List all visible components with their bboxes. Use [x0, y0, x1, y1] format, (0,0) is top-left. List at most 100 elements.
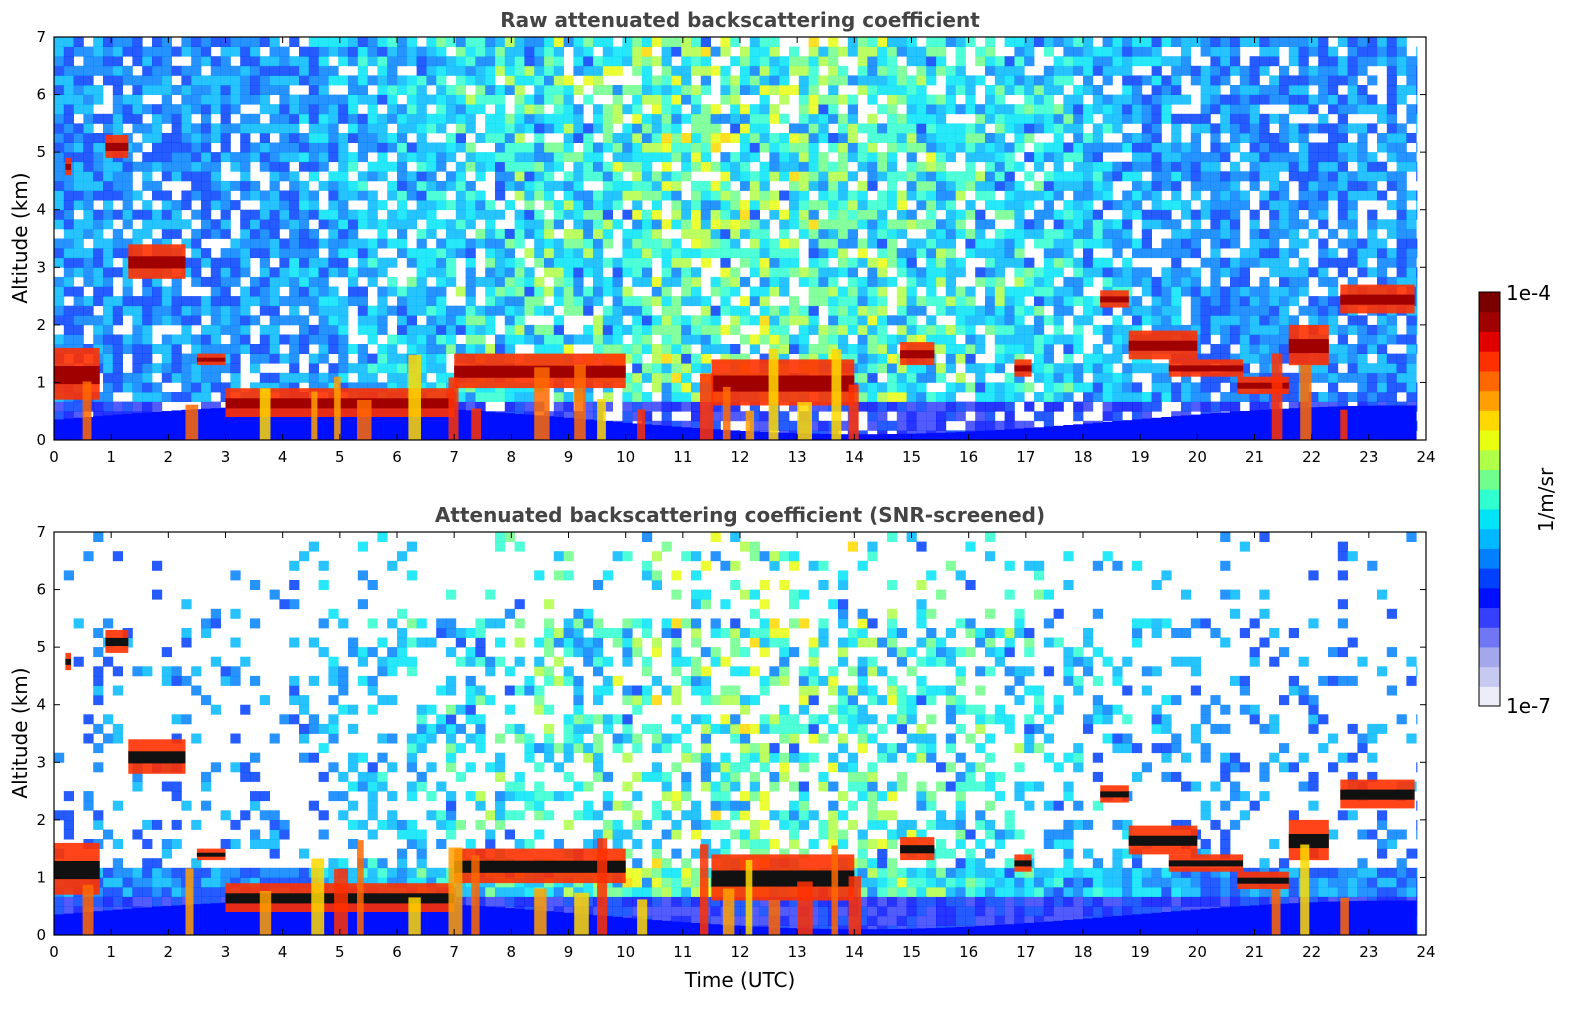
backscatter-cell [798, 315, 809, 326]
backscatter-cell [1200, 296, 1211, 307]
backscatter-cell [906, 392, 917, 402]
backscatter-cell [250, 142, 261, 153]
backscatter-cell [328, 200, 339, 211]
backscatter-cell [201, 104, 212, 115]
backscatter-cell [436, 94, 447, 105]
boundary-layer-cell [965, 431, 976, 440]
backscatter-cell [318, 382, 329, 393]
backscatter-cell [651, 152, 662, 163]
backscatter-cell [132, 324, 143, 335]
backscatter-cell [93, 37, 104, 47]
backscatter-cell [465, 46, 476, 57]
backscatter-cell [1386, 56, 1397, 67]
backscatter-cell [1053, 161, 1064, 172]
backscatter-cell [1279, 324, 1290, 335]
backscatter-cell [377, 296, 388, 307]
backscatter-cell [1053, 305, 1064, 316]
backscatter-cell [524, 200, 535, 211]
backscatter-cell [867, 363, 878, 374]
backscatter-cell [514, 171, 525, 182]
backscatter-cell [152, 180, 163, 191]
backscatter-cell [583, 190, 594, 201]
backscatter-cell [259, 123, 270, 134]
backscatter-cell [1386, 228, 1397, 239]
backscatter-cell [720, 296, 731, 307]
backscatter-cell [83, 315, 94, 326]
backscatter-cell [220, 113, 231, 124]
backscatter-cell [906, 133, 917, 143]
backscatter-cell [1151, 37, 1162, 47]
precipitation-streak [334, 376, 341, 440]
backscatter-cell [945, 276, 956, 287]
backscatter-cell [1249, 142, 1260, 153]
backscatter-cell [965, 238, 976, 249]
backscatter-cell [808, 344, 819, 354]
backscatter-cell [838, 324, 849, 335]
backscatter-cell [191, 56, 202, 67]
backscatter-cell [357, 85, 368, 95]
backscatter-cell [534, 344, 545, 354]
backscatter-cell [289, 152, 300, 163]
backscatter-cell [338, 46, 349, 57]
backscatter-cell [877, 65, 888, 76]
backscatter-cell [240, 190, 251, 201]
backscatter-cell [1181, 286, 1192, 297]
backscatter-cell [1112, 324, 1123, 335]
backscatter-cell [93, 152, 104, 163]
backscatter-cell [1102, 382, 1113, 393]
backscatter-cell [769, 315, 780, 326]
backscatter-cell [1259, 238, 1270, 249]
backscatter-cell [622, 238, 633, 249]
backscatter-cell [1161, 161, 1172, 172]
backscatter-cell [691, 267, 702, 278]
backscatter-cell [504, 65, 515, 76]
backscatter-cell [877, 228, 888, 239]
backscatter-cell [691, 296, 702, 307]
backscatter-cell [681, 248, 692, 259]
backscatter-cell [240, 248, 251, 259]
backscatter-cell [534, 276, 545, 287]
backscatter-cell [54, 171, 65, 182]
backscatter-cell [896, 75, 907, 86]
backscatter-cell [965, 142, 976, 153]
boundary-layer-cell [887, 434, 898, 440]
backscatter-cell [975, 190, 986, 201]
backscatter-cell [1161, 248, 1172, 259]
backscatter-cell [308, 363, 319, 374]
backscatter-cell [1328, 315, 1339, 326]
backscatter-cell [1396, 276, 1407, 287]
backscatter-cell [612, 315, 623, 326]
backscatter-cell [671, 46, 682, 57]
backscatter-cell [1014, 56, 1025, 67]
backscatter-cell [1053, 286, 1064, 297]
backscatter-cell [1161, 382, 1172, 393]
backscatter-cell [93, 334, 104, 345]
backscatter-cell [132, 85, 143, 95]
backscatter-cell [926, 238, 937, 249]
backscatter-cell [916, 171, 927, 182]
backscatter-cell [955, 382, 966, 393]
backscatter-cell [1171, 123, 1182, 134]
backscatter-cell [210, 104, 221, 115]
backscatter-cell [63, 133, 74, 143]
backscatter-cell [642, 267, 653, 278]
backscatter-cell [1288, 94, 1299, 105]
backscatter-cell [181, 315, 192, 326]
backscatter-cell [573, 305, 584, 316]
backscatter-cell [975, 228, 986, 239]
backscatter-cell [818, 334, 829, 345]
backscatter-cell [759, 142, 770, 153]
backscatter-cell [338, 142, 349, 153]
backscatter-cell [710, 133, 721, 143]
backscatter-cell [210, 257, 221, 268]
backscatter-cell [171, 372, 182, 383]
backscatter-cell [308, 190, 319, 201]
backscatter-cell [210, 363, 221, 374]
cloud-core [1237, 382, 1289, 389]
backscatter-cell [622, 401, 633, 412]
backscatter-cell [63, 190, 74, 201]
backscatter-cell [269, 228, 280, 239]
backscatter-cell [348, 46, 359, 57]
backscatter-cell [1337, 267, 1348, 278]
backscatter-cell [367, 104, 378, 115]
